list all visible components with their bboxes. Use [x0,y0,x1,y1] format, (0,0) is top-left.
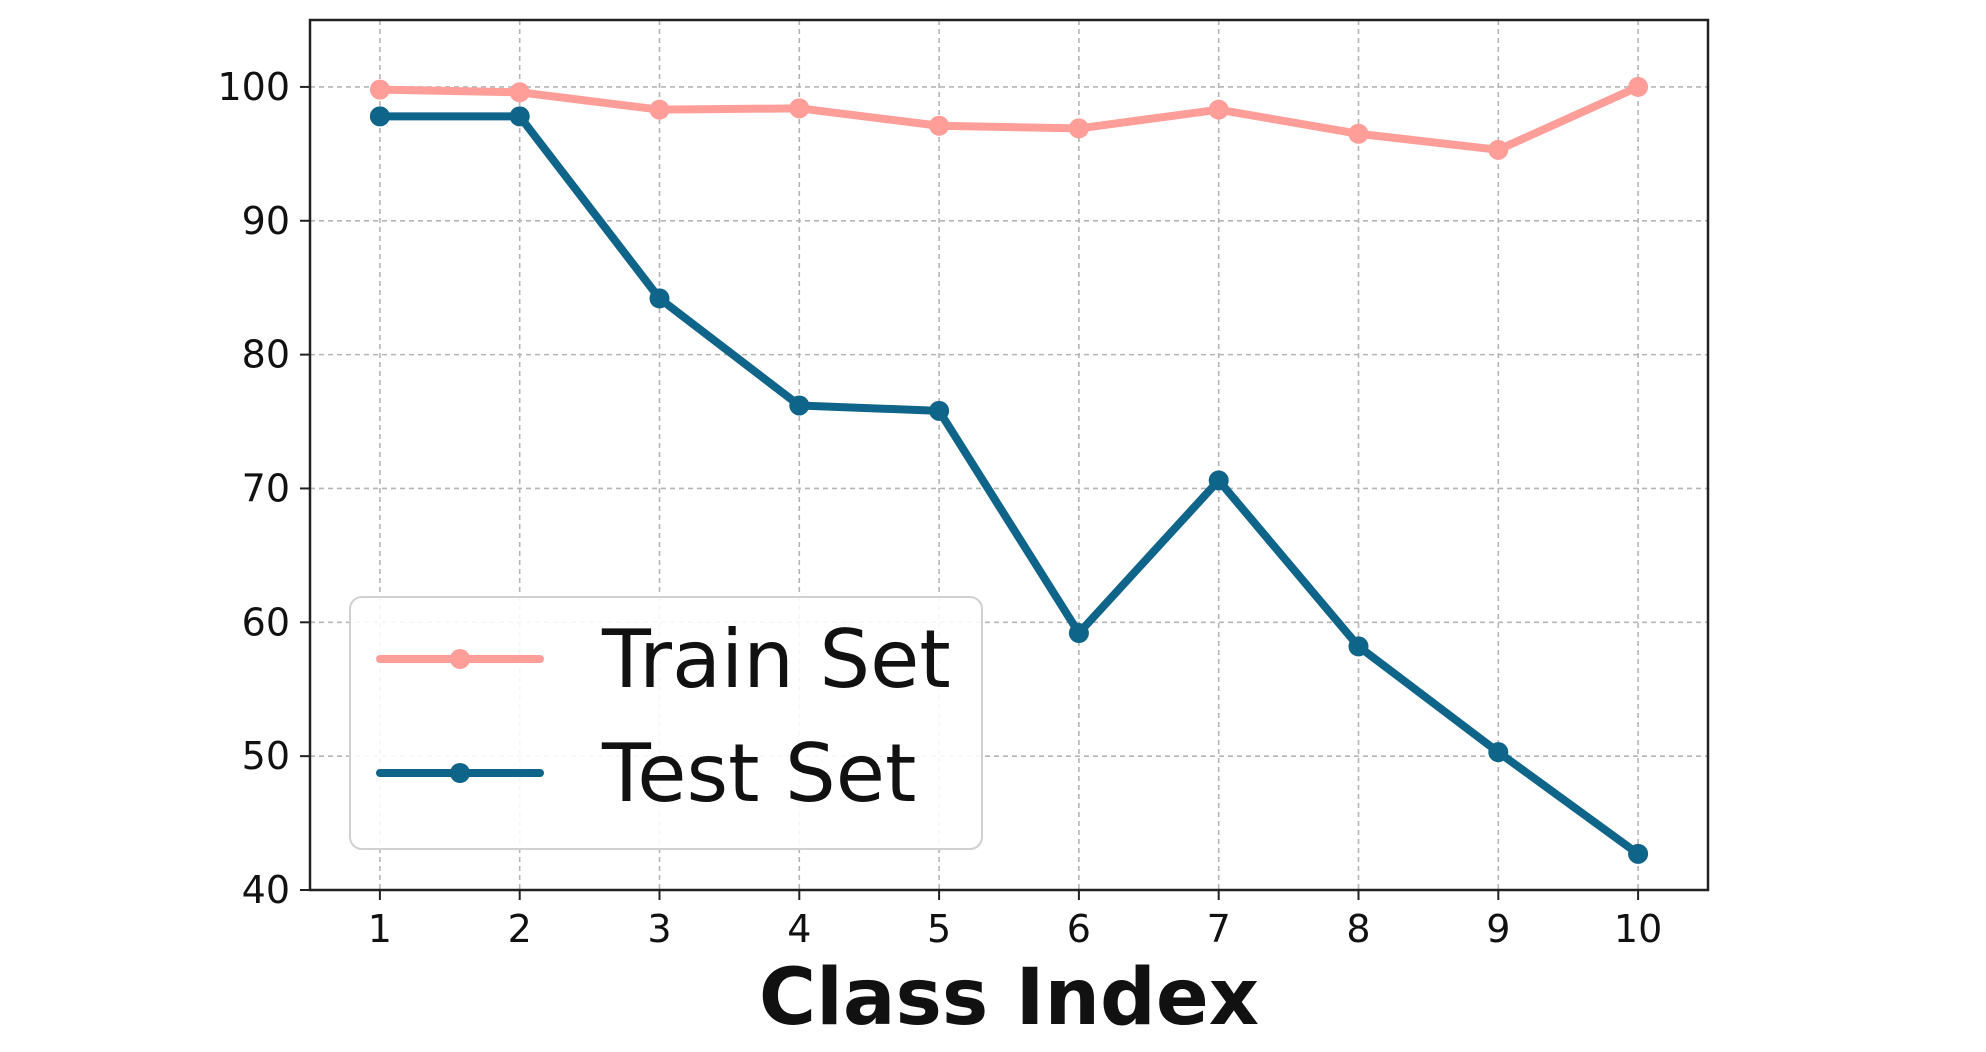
series-0-point [1628,76,1649,97]
series-1-point [369,106,390,127]
series-0-point [929,115,950,136]
series-0-point [1068,118,1089,139]
y-tick-label: 50 [242,734,290,778]
x-tick-label: 4 [787,907,811,951]
series-1-point [649,288,670,309]
plot-series [369,76,1649,864]
x-tick-label: 5 [927,907,951,951]
plot-frame [308,18,1710,892]
y-tick-label: 80 [242,333,290,377]
x-tick-label: 9 [1486,907,1510,951]
legend-swatch-marker [450,649,470,669]
series-1-point [509,106,530,127]
y-tick-label: 100 [217,65,290,109]
x-tick-label: 8 [1346,907,1370,951]
axis-ticks: 1 2 3 4 5 6 7 8 9 10 40 50 60 70 80 90 100 [217,65,1662,951]
series-line-0 [375,82,1643,154]
series-0-point [369,79,390,100]
x-tick-label: 7 [1207,907,1231,951]
legend-label: Train Set [601,613,951,706]
x-tick-label: 1 [368,907,392,951]
series-1-point [1628,843,1649,864]
legend-swatch-marker [450,763,470,783]
series-0-point [1348,123,1369,144]
series-line-1 [375,112,1643,858]
x-tick-label: 2 [508,907,532,951]
series-1-point [1208,470,1229,491]
series-1-point [789,395,810,416]
x-axis-title: Class Index [759,953,1259,1043]
legend: Train Set Test Set [349,596,983,850]
x-tick-label: 6 [1067,907,1091,951]
series-0-point [649,99,670,120]
series-0-point [789,98,810,119]
series-1-point [1348,636,1369,657]
y-tick-label: 60 [242,600,290,644]
series-0-point [509,82,530,103]
legend-label: Test Set [601,727,916,820]
series-1-point [1068,623,1089,644]
series-0-point [1208,99,1229,120]
x-tick-label: 3 [647,907,671,951]
y-tick-label: 90 [242,199,290,243]
series-1-point [1488,742,1509,763]
y-tick-label: 40 [242,868,290,912]
x-tick-label: 10 [1614,907,1662,951]
y-tick-label: 70 [242,466,290,510]
series-1-point [929,400,950,421]
series-0-point [1488,139,1509,160]
